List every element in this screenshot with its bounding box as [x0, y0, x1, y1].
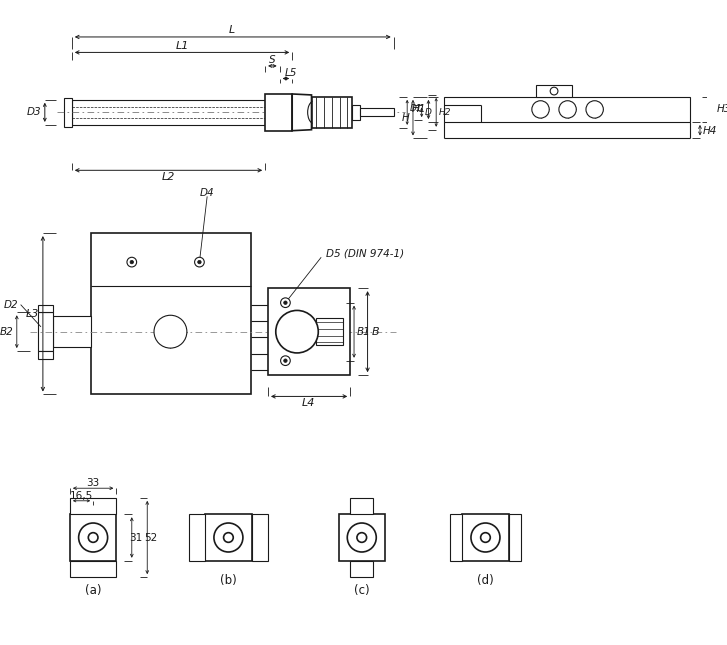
Circle shape [481, 533, 490, 542]
Text: L: L [229, 25, 236, 35]
Bar [509, 514, 521, 561]
Circle shape [284, 301, 287, 304]
Circle shape [88, 533, 98, 542]
Bar [450, 514, 462, 561]
Bar [350, 561, 374, 577]
Circle shape [127, 257, 137, 267]
Bar [70, 561, 116, 577]
Bar [265, 94, 292, 131]
Circle shape [214, 523, 243, 552]
Bar [38, 312, 52, 351]
Text: B1: B1 [357, 326, 371, 337]
Bar [189, 514, 205, 561]
Circle shape [284, 359, 287, 362]
Bar [252, 514, 268, 561]
Text: B2: B2 [0, 326, 14, 337]
Bar [64, 98, 72, 127]
Circle shape [281, 356, 290, 366]
Bar [205, 514, 252, 561]
Text: 52: 52 [145, 533, 158, 542]
Text: S: S [268, 55, 276, 65]
Text: (a): (a) [85, 584, 101, 597]
Circle shape [471, 523, 500, 552]
Bar [38, 304, 52, 312]
Text: D5 (DIN 974-1): D5 (DIN 974-1) [326, 248, 404, 259]
Bar [536, 85, 572, 97]
Bar [70, 498, 116, 514]
Text: D4: D4 [200, 188, 214, 197]
Bar [91, 233, 251, 395]
Circle shape [130, 261, 134, 264]
Text: (c): (c) [354, 584, 369, 597]
Text: L1: L1 [175, 41, 189, 51]
Circle shape [276, 310, 318, 353]
Text: B: B [371, 326, 379, 337]
Text: 33: 33 [87, 479, 100, 488]
Text: D1: D1 [410, 104, 422, 113]
Text: H: H [401, 113, 409, 123]
Circle shape [357, 533, 366, 542]
Bar [360, 108, 393, 116]
Circle shape [195, 257, 204, 267]
Bar [444, 97, 691, 122]
Circle shape [532, 101, 549, 118]
Bar [339, 514, 385, 561]
Bar [70, 514, 116, 561]
Bar [38, 351, 52, 359]
Text: D: D [425, 108, 431, 117]
Bar [312, 97, 352, 128]
Text: L4: L4 [302, 398, 316, 408]
Bar [350, 498, 374, 514]
Circle shape [79, 523, 108, 552]
Text: D3: D3 [26, 107, 41, 117]
Bar [268, 288, 350, 375]
Text: L5: L5 [285, 68, 297, 77]
Text: D2: D2 [4, 300, 19, 310]
Text: L2: L2 [162, 172, 175, 182]
Circle shape [198, 261, 201, 264]
Bar [352, 104, 360, 120]
Text: H1: H1 [412, 104, 427, 114]
Bar [72, 100, 265, 125]
Circle shape [550, 87, 558, 95]
Bar [316, 318, 343, 345]
Bar [52, 316, 91, 347]
Text: H2: H2 [439, 108, 451, 117]
Circle shape [154, 315, 187, 348]
Text: 31: 31 [129, 533, 142, 542]
Text: (b): (b) [220, 573, 237, 586]
Circle shape [586, 101, 603, 118]
Polygon shape [292, 94, 312, 131]
Bar [462, 514, 509, 561]
Circle shape [281, 298, 290, 308]
Text: L3: L3 [25, 310, 39, 319]
Text: 16,5: 16,5 [70, 491, 93, 501]
Circle shape [224, 533, 233, 542]
Text: H4: H4 [703, 126, 718, 135]
Text: H3: H3 [716, 104, 727, 114]
Text: (d): (d) [477, 573, 494, 586]
Circle shape [348, 523, 377, 552]
Circle shape [559, 101, 577, 118]
